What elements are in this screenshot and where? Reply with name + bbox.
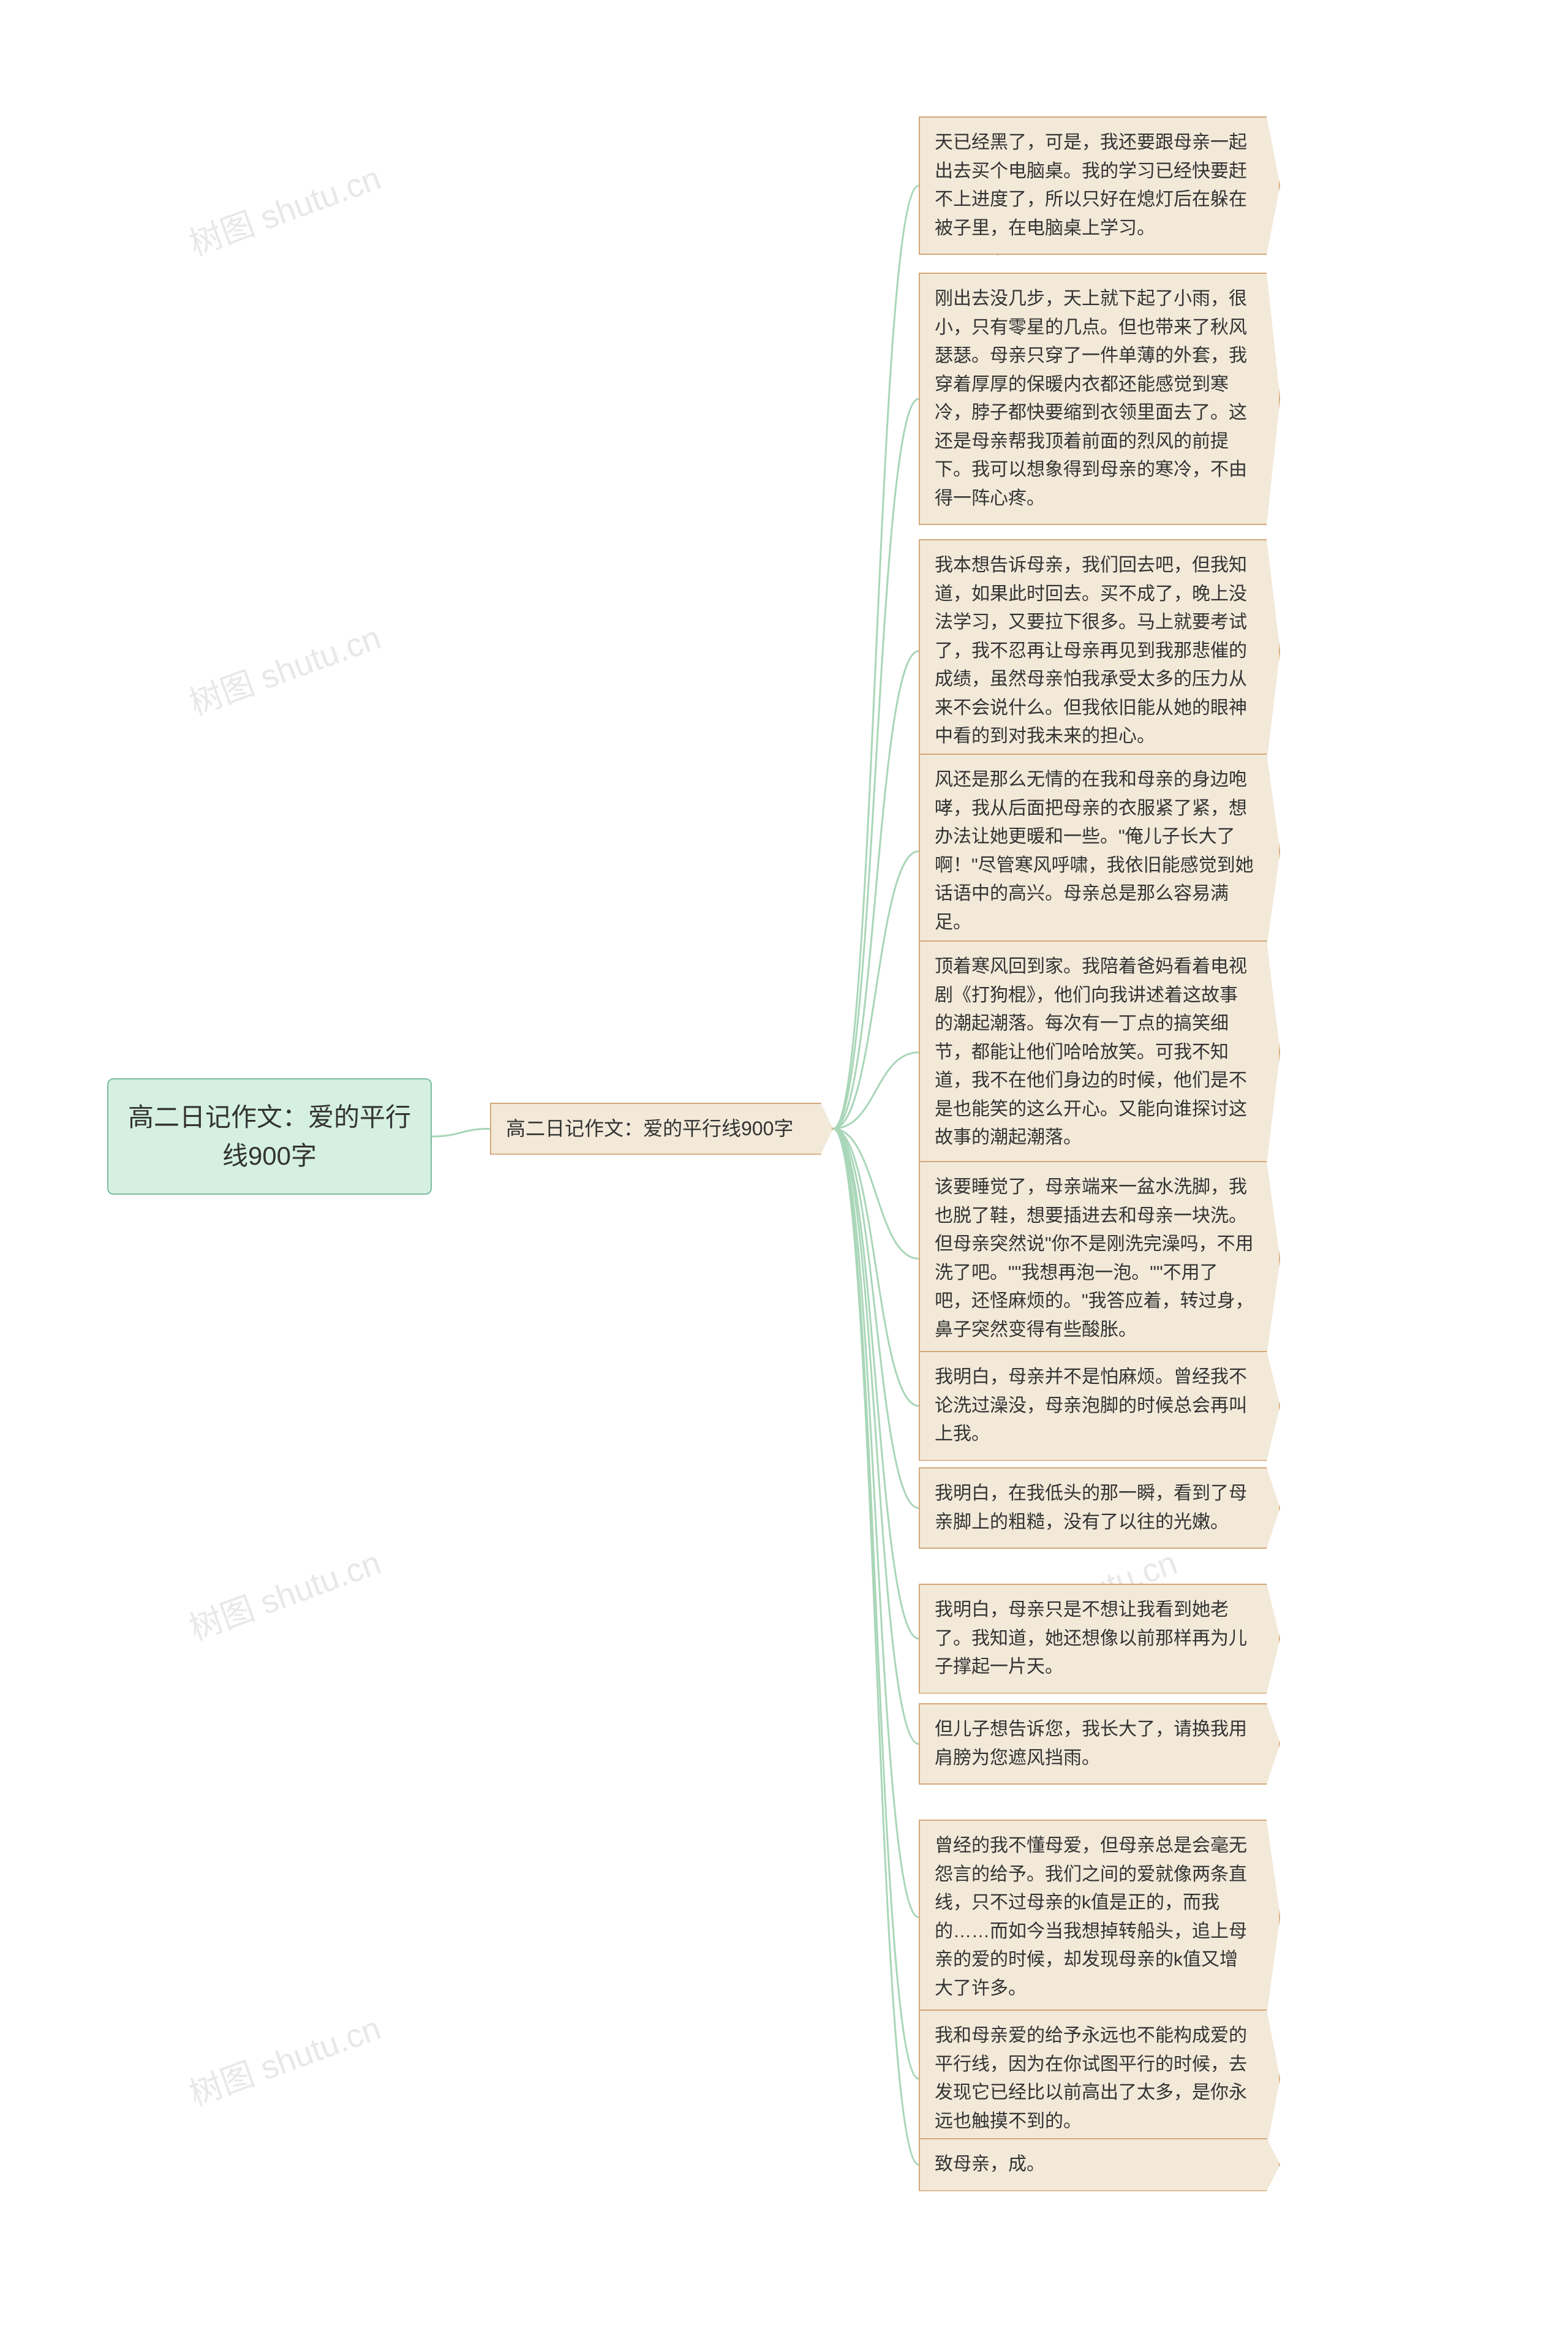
watermark-text: 树图 shutu.cn bbox=[181, 2001, 386, 2115]
mindmap-leaf-node: 刚出去没几步，天上就下起了小雨，很小，只有零星的几点。但也带来了秋风瑟瑟。母亲只… bbox=[919, 273, 1280, 525]
mindmap-leaf-node: 我和母亲爱的给予永远也不能构成爱的平行线，因为在你试图平行的时候，去发现它已经比… bbox=[919, 2009, 1280, 2148]
mindmap-leaf-node: 该要睡觉了，母亲端来一盆水洗脚，我也脱了鞋，想要插进去和母亲一块洗。但母亲突然说… bbox=[919, 1161, 1280, 1356]
mindmap-leaf-node: 曾经的我不懂母爱，但母亲总是会毫无怨言的给予。我们之间的爱就像两条直线，只不过母… bbox=[919, 1820, 1280, 2015]
mindmap-leaf-node: 顶着寒风回到家。我陪着爸妈看着电视剧《打狗棍》，他们向我讲述着这故事的潮起潮落。… bbox=[919, 940, 1280, 1165]
mindmap-mid-node: 高二日记作文：爱的平行线900字 bbox=[490, 1103, 833, 1155]
mindmap-root-node: 高二日记作文：爱的平行线900字 bbox=[107, 1078, 432, 1195]
watermark-text: 树图 shutu.cn bbox=[181, 1535, 386, 1649]
mindmap-leaf-node: 但儿子想告诉您，我长大了，请换我用肩膀为您遮风挡雨。 bbox=[919, 1703, 1280, 1785]
mindmap-leaf-node: 我明白，母亲只是不想让我看到她老了。我知道，她还想像以前那样再为儿子撑起一片天。 bbox=[919, 1584, 1280, 1694]
mindmap-leaf-node: 我明白，在我低头的那一瞬，看到了母亲脚上的粗糙，没有了以往的光嫩。 bbox=[919, 1467, 1280, 1549]
mindmap-leaf-node: 我明白，母亲并不是怕麻烦。曾经我不论洗过澡没，母亲泡脚的时候总会再叫上我。 bbox=[919, 1351, 1280, 1461]
watermark-text: 树图 shutu.cn bbox=[181, 151, 386, 265]
mindmap-leaf-node: 天已经黑了，可是，我还要跟母亲一起出去买个电脑桌。我的学习已经快要赶不上进度了，… bbox=[919, 116, 1280, 255]
mindmap-leaf-node: 致母亲，成。 bbox=[919, 2138, 1280, 2191]
watermark-text: 树图 shutu.cn bbox=[181, 610, 386, 724]
mindmap-leaf-node: 风还是那么无情的在我和母亲的身边咆哮，我从后面把母亲的衣服紧了紧，想办法让她更暖… bbox=[919, 754, 1280, 949]
mindmap-leaf-node: 我本想告诉母亲，我们回去吧，但我知道，如果此时回去。买不成了，晚上没法学习，又要… bbox=[919, 539, 1280, 763]
